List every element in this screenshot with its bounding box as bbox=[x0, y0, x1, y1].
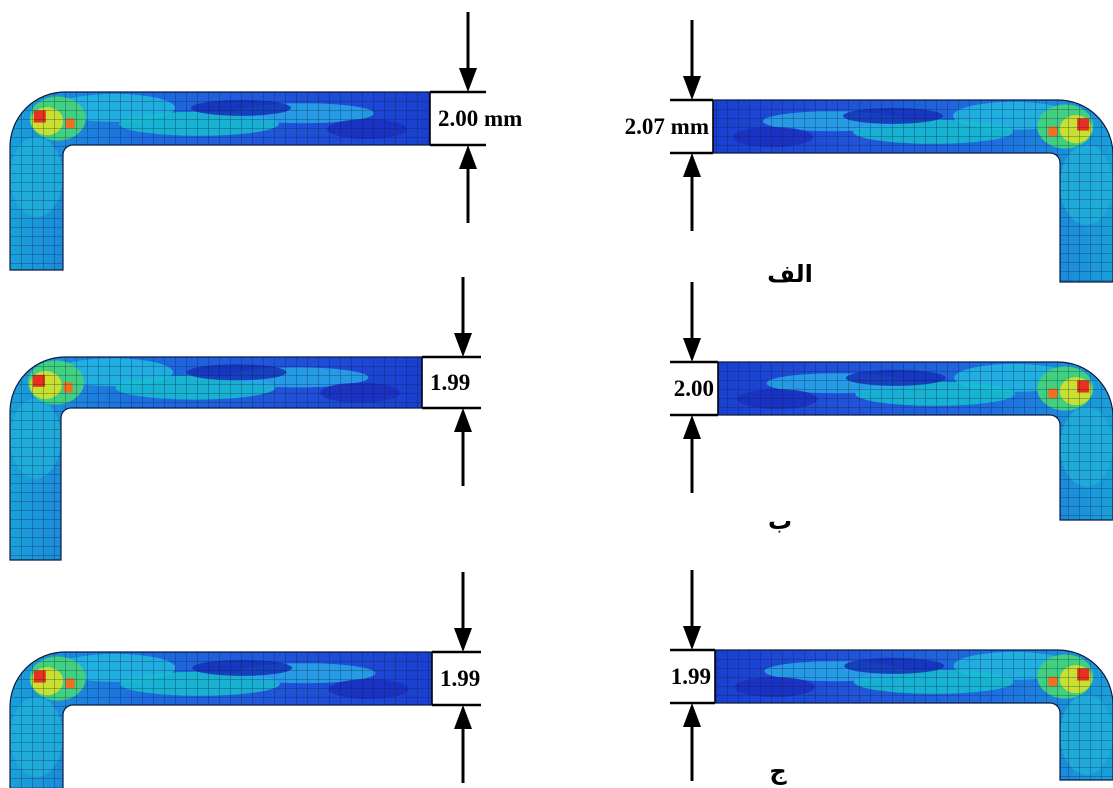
arrow-head bbox=[683, 338, 701, 362]
fe-fill bbox=[10, 357, 422, 560]
arrow-head bbox=[683, 153, 701, 177]
arrow-head bbox=[683, 626, 701, 650]
arrow-head bbox=[683, 76, 701, 100]
fe-fill bbox=[10, 652, 432, 788]
thickness-label: 1.99 bbox=[430, 370, 470, 395]
outline bbox=[9, 91, 431, 271]
fe-fill bbox=[718, 362, 1113, 520]
arrow-head bbox=[454, 705, 472, 729]
arrow-head bbox=[683, 415, 701, 439]
mesh bbox=[718, 362, 1113, 520]
fe-fill bbox=[10, 92, 430, 270]
fe-fill bbox=[713, 100, 1113, 282]
arrow-head bbox=[454, 408, 472, 432]
panel-label: الف bbox=[767, 260, 813, 288]
outline bbox=[9, 651, 433, 788]
arrow-head bbox=[459, 68, 477, 92]
thickness-label: 1.99 bbox=[671, 664, 711, 689]
fe-profile bbox=[717, 361, 1113, 521]
thickness-label: 2.00 mm bbox=[438, 106, 522, 131]
thickness-label: 2.00 bbox=[674, 376, 714, 401]
arrow-head bbox=[454, 333, 472, 357]
panel-label: ب bbox=[768, 507, 792, 535]
thickness-label: 2.07 mm bbox=[625, 114, 709, 139]
arrow-head bbox=[454, 628, 472, 652]
arrow-head bbox=[459, 145, 477, 169]
mesh bbox=[10, 92, 430, 270]
fe-profile bbox=[9, 91, 431, 271]
fe-profile bbox=[9, 356, 423, 561]
thickness-label: 1.99 bbox=[440, 666, 480, 691]
arrow-head bbox=[683, 703, 701, 727]
mesh bbox=[713, 100, 1113, 282]
outline bbox=[9, 356, 423, 561]
fe-profile bbox=[9, 651, 433, 788]
fe-profile bbox=[712, 99, 1113, 283]
mesh bbox=[10, 652, 432, 788]
mesh bbox=[10, 357, 422, 560]
panel-label: ج bbox=[769, 757, 787, 785]
